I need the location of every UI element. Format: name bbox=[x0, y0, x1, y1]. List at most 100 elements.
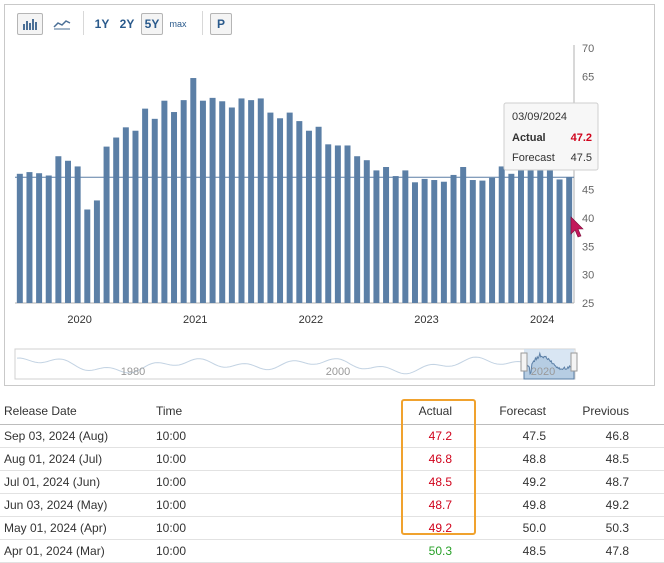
bar[interactable] bbox=[479, 180, 486, 303]
bar[interactable] bbox=[469, 180, 476, 303]
bar[interactable] bbox=[36, 173, 43, 303]
range-navigator[interactable]: 1980 2000 2020 bbox=[14, 348, 578, 380]
actual-cell: 50.3 bbox=[428, 544, 452, 558]
bar[interactable] bbox=[171, 112, 178, 303]
bar[interactable] bbox=[151, 118, 158, 303]
bar-chart-button[interactable] bbox=[17, 13, 43, 35]
bar[interactable] bbox=[142, 108, 149, 303]
x-tick-label: 2024 bbox=[530, 314, 554, 326]
bar[interactable] bbox=[296, 121, 303, 303]
bar[interactable] bbox=[248, 100, 255, 303]
toolbar-separator bbox=[83, 11, 84, 35]
bar[interactable] bbox=[305, 130, 312, 303]
bar[interactable] bbox=[286, 112, 293, 303]
y-tick-label: 45 bbox=[582, 185, 594, 197]
bar[interactable] bbox=[508, 173, 515, 303]
bar[interactable] bbox=[84, 209, 91, 304]
bar[interactable] bbox=[190, 78, 197, 303]
range-1y-button[interactable]: 1Y bbox=[94, 17, 110, 31]
range-5y-button[interactable]: 5Y bbox=[141, 13, 163, 35]
bar[interactable] bbox=[113, 137, 120, 303]
bar[interactable] bbox=[238, 98, 245, 304]
navigator-selection-line bbox=[523, 351, 575, 380]
print-button[interactable]: P bbox=[210, 13, 232, 35]
bar[interactable] bbox=[257, 98, 264, 304]
bar[interactable] bbox=[334, 145, 341, 303]
bar[interactable] bbox=[518, 159, 524, 303]
bar[interactable] bbox=[566, 177, 573, 303]
previous-cell: 48.7 bbox=[605, 475, 629, 489]
bar[interactable] bbox=[546, 169, 553, 303]
bar[interactable] bbox=[498, 166, 505, 303]
tooltip-forecast-label: Forecast bbox=[512, 152, 555, 164]
bar[interactable] bbox=[209, 97, 216, 304]
bar[interactable] bbox=[55, 156, 62, 303]
table-row: Aug 01, 2024 (Jul) 10:00 46.8 48.8 48.5 bbox=[0, 448, 664, 471]
y-tick-labels: 25 30 35 40 45 65 70 bbox=[582, 43, 594, 310]
bar[interactable] bbox=[527, 165, 534, 303]
bar[interactable] bbox=[74, 166, 81, 303]
x-tick-labels: 2020 2021 2022 2023 2024 bbox=[67, 314, 554, 326]
time-cell: 10:00 bbox=[156, 544, 187, 558]
bar[interactable] bbox=[421, 178, 428, 303]
tooltip-actual-label: Actual bbox=[512, 132, 546, 144]
previous-cell: 47.8 bbox=[605, 544, 629, 558]
previous-cell: 49.2 bbox=[605, 498, 629, 512]
bar[interactable] bbox=[16, 173, 23, 303]
bar[interactable] bbox=[122, 127, 129, 303]
bar[interactable] bbox=[219, 101, 226, 304]
bar[interactable] bbox=[26, 172, 33, 303]
bar[interactable] bbox=[450, 174, 457, 303]
bar[interactable] bbox=[402, 170, 409, 303]
actual-cell: 47.2 bbox=[428, 429, 452, 443]
time-cell: 10:00 bbox=[156, 521, 187, 535]
bar[interactable] bbox=[440, 181, 447, 303]
bar[interactable] bbox=[392, 176, 399, 303]
y-tick-label: 65 bbox=[582, 71, 594, 83]
bar[interactable] bbox=[65, 160, 71, 303]
chart-toolbar: 1Y 2Y 5Y max P bbox=[5, 5, 654, 39]
x-tick-label: 2021 bbox=[183, 314, 207, 326]
bar[interactable] bbox=[373, 170, 380, 303]
bar[interactable] bbox=[489, 177, 496, 303]
bar[interactable] bbox=[460, 167, 467, 303]
bar[interactable] bbox=[93, 200, 100, 303]
bar[interactable] bbox=[325, 144, 332, 303]
header-actual[interactable]: Actual bbox=[418, 404, 452, 418]
y-tick-label: 25 bbox=[582, 298, 594, 310]
line-chart-button[interactable] bbox=[49, 13, 75, 35]
tooltip-forecast-value: 47.5 bbox=[571, 152, 592, 164]
bar[interactable] bbox=[199, 100, 206, 303]
bar[interactable] bbox=[103, 146, 110, 303]
header-time[interactable]: Time bbox=[156, 404, 183, 418]
bar[interactable] bbox=[537, 168, 544, 303]
time-cell: 10:00 bbox=[156, 498, 187, 512]
header-previous[interactable]: Previous bbox=[582, 404, 629, 418]
bar[interactable] bbox=[277, 118, 284, 304]
bar[interactable] bbox=[363, 160, 370, 303]
bar[interactable] bbox=[45, 175, 52, 304]
header-forecast[interactable]: Forecast bbox=[499, 404, 546, 418]
bar[interactable] bbox=[411, 182, 418, 303]
navigator-right-handle[interactable] bbox=[570, 352, 578, 372]
bar[interactable] bbox=[431, 180, 438, 303]
range-max-button[interactable]: max bbox=[169, 19, 187, 29]
bar[interactable] bbox=[132, 130, 139, 303]
bar[interactable] bbox=[315, 126, 322, 304]
forecast-cell: 49.8 bbox=[522, 498, 546, 512]
release-date-cell: Apr 01, 2024 (Mar) bbox=[4, 544, 105, 558]
bar[interactable] bbox=[228, 107, 235, 304]
bar[interactable] bbox=[383, 167, 390, 303]
bar[interactable] bbox=[354, 156, 361, 303]
range-2y-button[interactable]: 2Y bbox=[119, 17, 135, 31]
bar[interactable] bbox=[267, 112, 274, 303]
bar[interactable] bbox=[180, 100, 187, 303]
previous-cell: 50.3 bbox=[605, 521, 629, 535]
bar[interactable] bbox=[556, 179, 563, 303]
table-row: May 01, 2024 (Apr) 10:00 49.2 50.0 50.3 bbox=[0, 517, 664, 540]
bar[interactable] bbox=[344, 145, 351, 303]
forecast-cell: 48.5 bbox=[522, 544, 546, 558]
navigator-left-handle[interactable] bbox=[520, 352, 528, 372]
bar[interactable] bbox=[161, 100, 168, 303]
header-release-date[interactable]: Release Date bbox=[4, 404, 77, 418]
